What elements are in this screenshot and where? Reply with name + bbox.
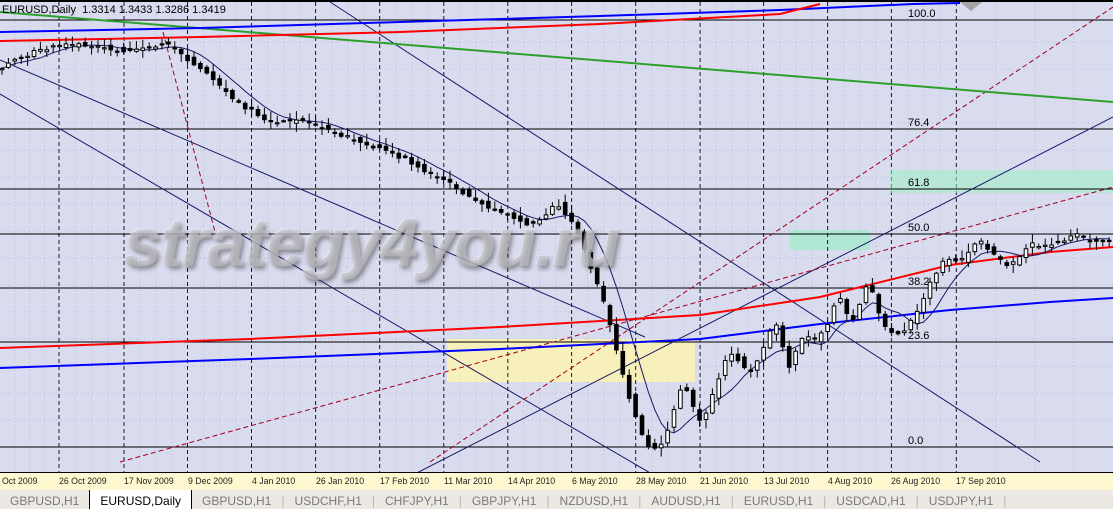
svg-text:61.8: 61.8 bbox=[908, 177, 929, 189]
svg-text:0.0: 0.0 bbox=[908, 435, 923, 447]
svg-text:76.4: 76.4 bbox=[908, 117, 929, 129]
svg-text:100.0: 100.0 bbox=[908, 8, 936, 20]
